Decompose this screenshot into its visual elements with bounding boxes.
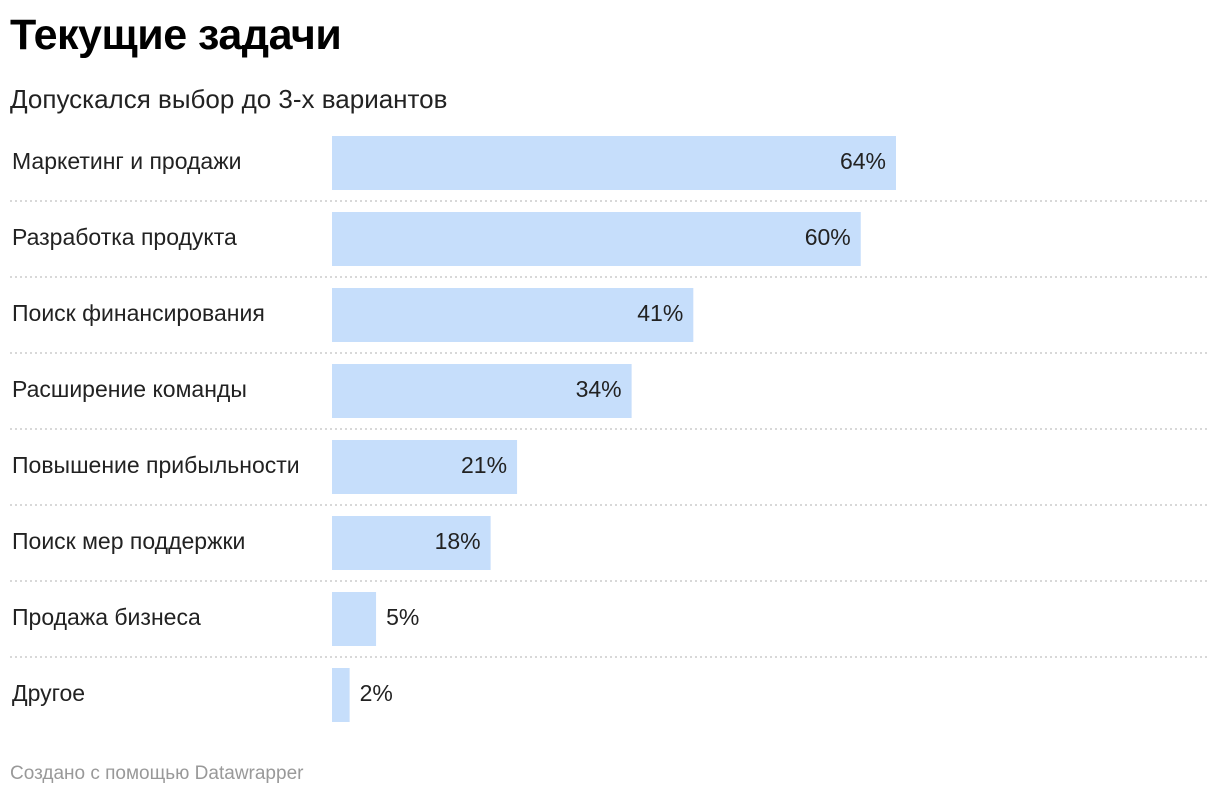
bar: [332, 440, 518, 494]
bar-row: Другое 2%: [12, 668, 393, 722]
value-label: 60%: [805, 224, 851, 250]
value-label: 18%: [435, 528, 481, 554]
category-label: Повышение прибыльности: [12, 452, 300, 478]
category-label: Продажа бизнеса: [12, 604, 201, 630]
bar-row: Поиск мер поддержки 18%: [10, 516, 1208, 582]
value-label: 2%: [360, 680, 393, 706]
bar-row: Маркетинг и продажи 64%: [10, 136, 1208, 202]
bar: [332, 516, 491, 570]
bar: [332, 136, 896, 190]
bar: [332, 364, 632, 418]
bar-row: Разработка продукта 60%: [10, 212, 1208, 278]
category-label: Другое: [12, 680, 85, 706]
category-label: Поиск финансирования: [12, 300, 265, 326]
value-label: 21%: [461, 452, 507, 478]
category-label: Маркетинг и продажи: [12, 148, 241, 174]
footer-credit[interactable]: Создано с помощью Datawrapper: [10, 763, 304, 784]
bar-row: Поиск финансирования 41%: [10, 288, 1208, 354]
category-label: Поиск мер поддержки: [12, 528, 245, 554]
category-label: Расширение команды: [12, 376, 247, 402]
bar-row: Расширение команды 34%: [10, 364, 1208, 430]
bar-row: Повышение прибыльности 21%: [10, 440, 1208, 506]
bar: [332, 288, 694, 342]
value-label: 34%: [576, 376, 622, 402]
chart-title: Текущие задачи: [10, 11, 342, 59]
category-label: Разработка продукта: [12, 224, 237, 250]
value-label: 41%: [637, 300, 683, 326]
chart-subtitle: Допускался выбор до 3-х вариантов: [10, 84, 448, 114]
bar: [332, 592, 377, 646]
bar: [332, 212, 861, 266]
bar-row: Продажа бизнеса 5%: [10, 592, 1208, 658]
bar: [332, 668, 350, 722]
value-label: 64%: [840, 148, 886, 174]
value-label: 5%: [386, 604, 419, 630]
